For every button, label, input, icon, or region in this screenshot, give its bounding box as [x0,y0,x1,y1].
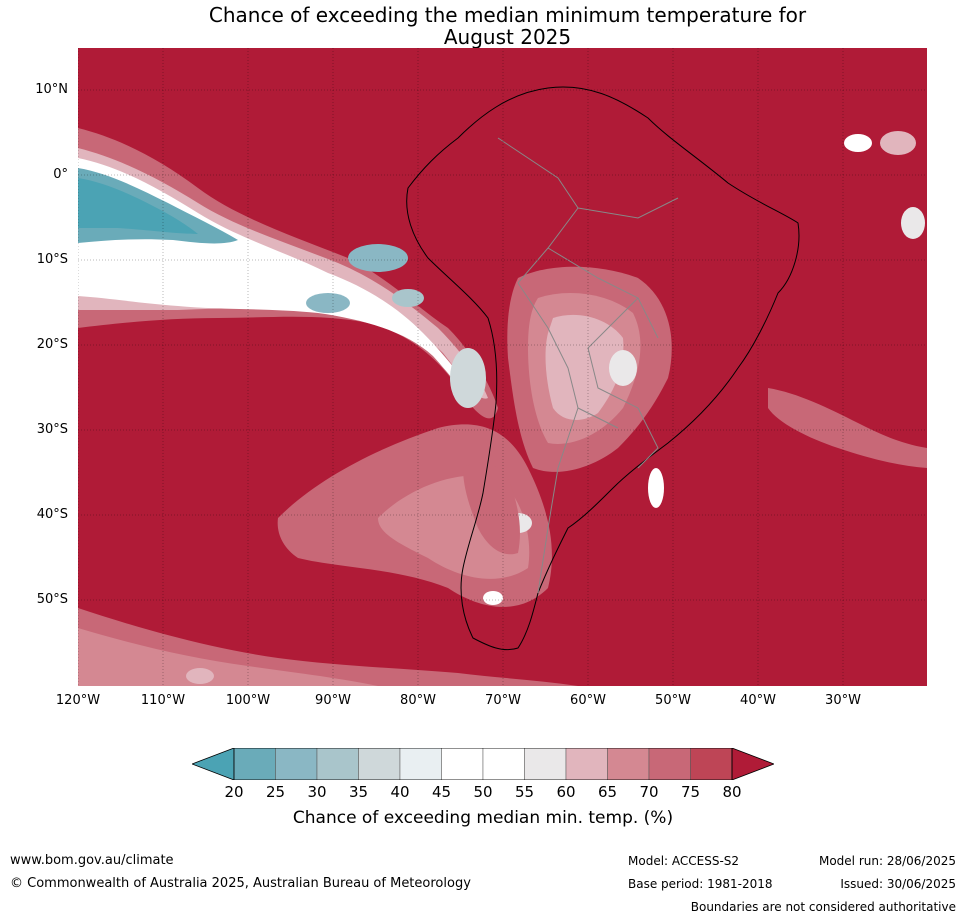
longitude-label: 40°W [740,693,776,708]
latitude-label: 10°N [35,82,68,97]
colorbar-swatch [358,748,401,780]
longitude-label: 90°W [315,693,351,708]
website-link[interactable]: www.bom.gov.au/climate [10,853,174,868]
colorbar-swatch [275,748,318,780]
country-borders [497,137,679,594]
colorbar-tick-label: 80 [722,783,742,801]
latitude-label: 40°S [36,507,68,522]
colorbar-swatch [482,748,525,780]
colorbar-tick-label: 65 [597,783,618,801]
colorbar-swatch [607,748,650,780]
colorbar-tick-label: 75 [680,783,701,801]
model-text: Model: ACCESS-S2 [628,854,740,868]
colorbar-swatch [524,748,567,780]
longitude-label: 80°W [400,693,436,708]
disclaimer-text: Boundaries are not considered authoritat… [690,900,956,914]
issued-text: Issued: 30/06/2025 [840,877,956,891]
longitude-label: 70°W [485,693,521,708]
title-line-2: August 2025 [443,25,572,49]
colorbar-outline [233,748,733,780]
colorbar-label: Chance of exceeding median min. temp. (%… [292,808,674,828]
map-graticule [78,48,927,686]
colorbar-tick-label: 45 [431,783,452,801]
latitude-label: 50°S [36,592,68,607]
pacific-anomaly-region [78,128,498,419]
colorbar-high-extend [731,748,774,780]
colorbar-tick-label: 30 [307,783,327,801]
longitude-label: 60°W [570,693,606,708]
title-line-1: Chance of exceeding the median minimum t… [208,3,807,27]
map-title: Chance of exceeding the median minimum t… [0,4,965,48]
colorbar-tick-label: 50 [473,783,493,801]
continental-anomaly-region [463,131,927,555]
model-run-text: Model run: 28/06/2025 [818,854,956,868]
colorbar-swatch [441,748,484,780]
latitude-label: 10°S [36,252,68,267]
colorbar-tick-label: 70 [639,783,659,801]
colorbar-tick-label: 35 [348,783,369,801]
latitude-label: 0° [53,167,68,182]
longitude-label: 50°W [655,693,691,708]
colorbar-swatch [316,748,359,780]
colorbar-tick-label: 60 [556,783,576,801]
latitude-label: 30°S [36,422,68,437]
longitude-label: 30°W [825,693,861,708]
colorbar-tick-label: 40 [390,783,410,801]
colorbar-tick-label: 25 [265,783,286,801]
colorbar-swatch [399,748,442,780]
longitude-label: 110°W [140,693,186,708]
map-panel [78,48,927,686]
colorbar-tick-label: 55 [514,783,535,801]
longitude-label: 120°W [55,693,101,708]
forecast-map [78,48,927,686]
colorbar-swatch [565,748,608,780]
colorbar-low-extend [192,748,235,780]
copyright-text: © Commonwealth of Australia 2025, Austra… [10,876,471,891]
colorbar-swatch [648,748,691,780]
latitude-label: 20°S [36,337,68,352]
longitude-label: 100°W [225,693,271,708]
colorbar-swatch [233,748,276,780]
base-period-text: Base period: 1981-2018 [628,877,773,891]
colorbar [192,748,774,780]
colorbar-swatch [690,748,733,780]
colorbar-tick-label: 20 [224,783,244,801]
coastline [406,86,800,651]
